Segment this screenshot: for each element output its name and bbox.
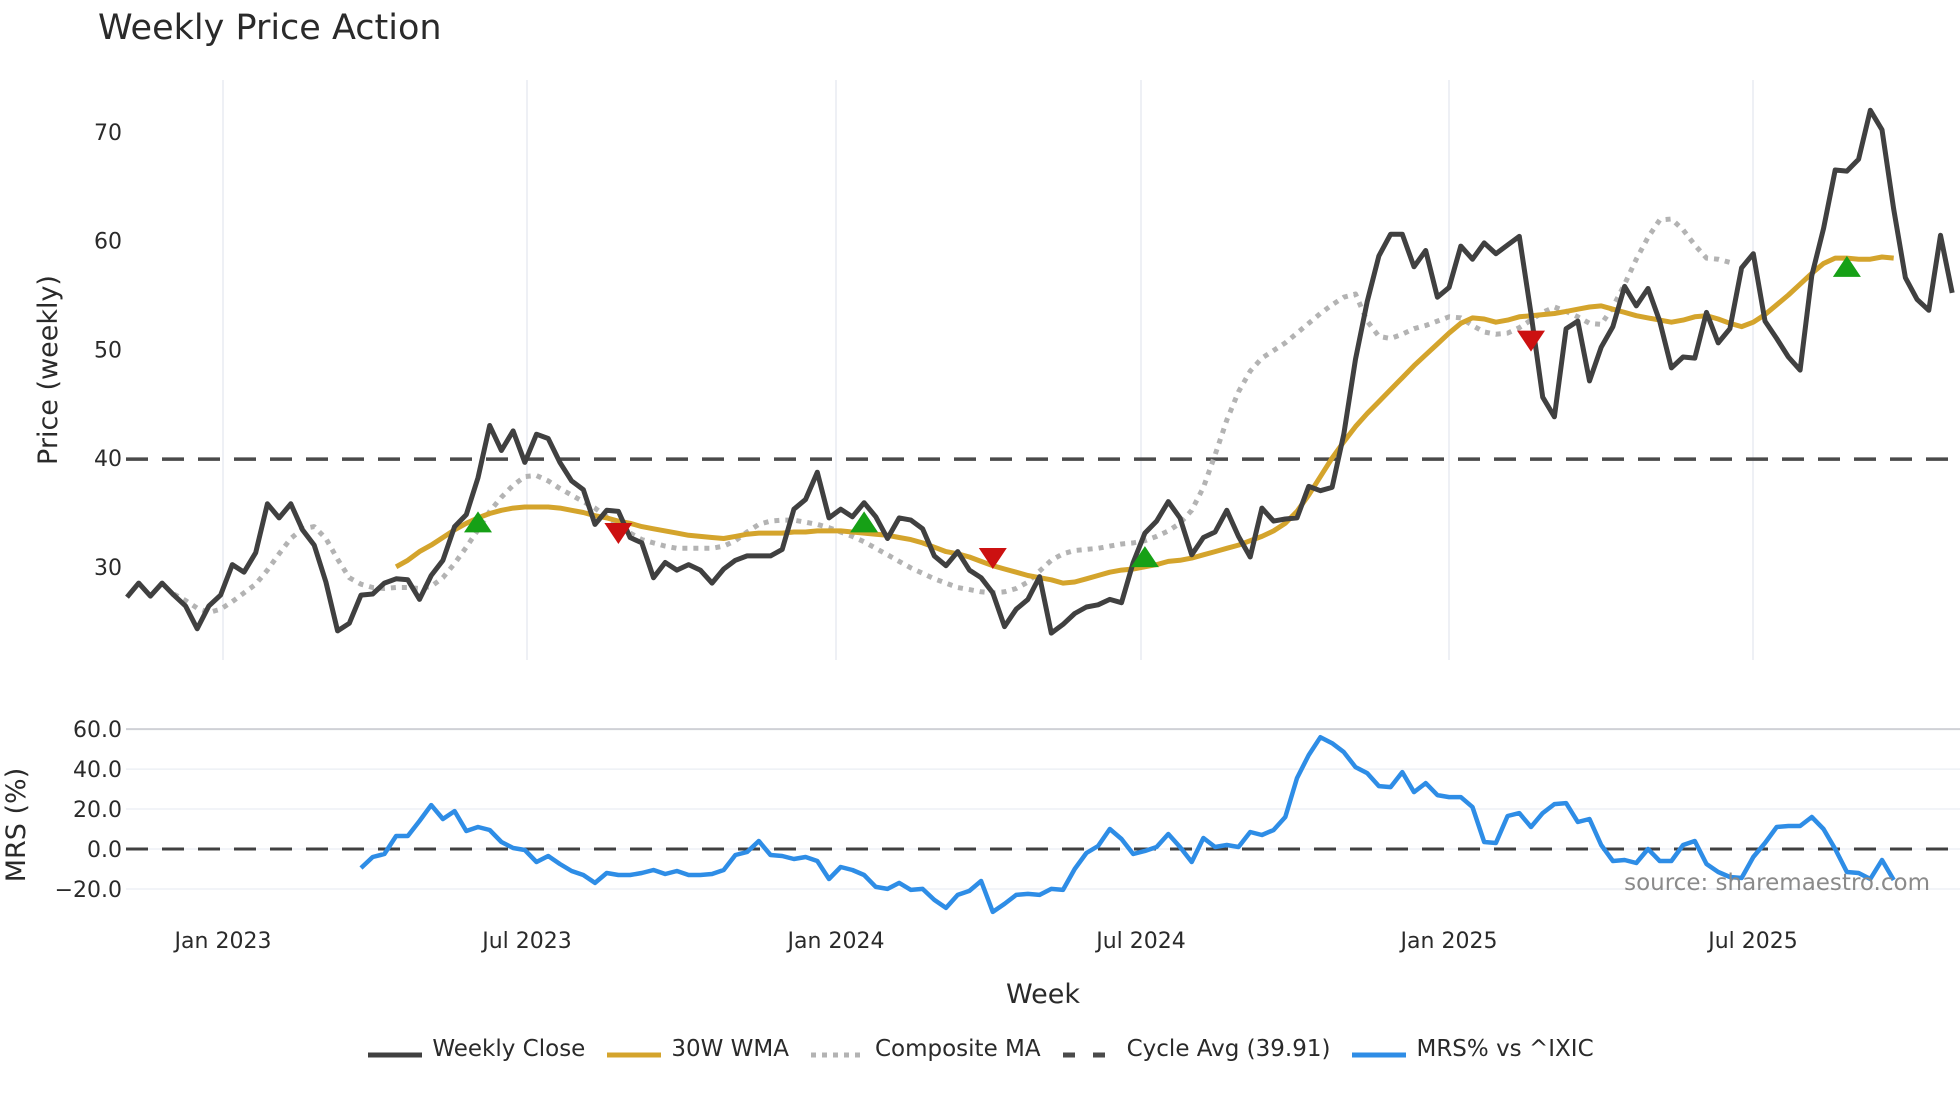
legend-swatch-icon — [366, 1042, 424, 1058]
mrs-tick-label: 0.0 — [87, 838, 122, 863]
price-axis-title: Price (weekly) — [33, 275, 64, 465]
price-axis-ticks: 30 40 50 60 70 — [94, 121, 122, 581]
legend-swatch-icon — [1061, 1042, 1119, 1058]
mrs-axis-ticks: 60.0 40.0 20.0 0.0 −20.0 — [55, 718, 122, 903]
x-tick-label: Jan 2024 — [786, 929, 885, 954]
mrs-tick-label: −20.0 — [55, 878, 122, 903]
mrs-tick-label: 20.0 — [73, 798, 122, 823]
source-watermark: source: sharemaestro.com — [1624, 870, 1930, 896]
price-tick-label: 40 — [94, 447, 122, 472]
buy-signal-triangle-up-icon — [850, 511, 879, 533]
buy-signal-triangle-up-icon — [1130, 546, 1159, 568]
price-tick-label: 60 — [94, 230, 122, 255]
sell-signal-triangle-down-icon — [604, 523, 633, 545]
mrs-panel-gridlines — [126, 728, 1960, 890]
x-tick-label: Jan 2025 — [1399, 929, 1498, 954]
legend-item[interactable]: Weekly Close — [366, 1036, 585, 1062]
legend-label: Weekly Close — [432, 1036, 586, 1062]
x-tick-label: Jul 2024 — [1094, 929, 1186, 954]
signal-markers — [464, 255, 1861, 570]
legend-item[interactable]: Cycle Avg (39.91) — [1061, 1036, 1331, 1062]
buy-signal-triangle-up-icon — [464, 511, 492, 533]
buy-signal-triangle-up-icon — [1832, 255, 1861, 277]
x-tick-label: Jul 2023 — [480, 929, 572, 954]
legend-swatch-icon — [1350, 1042, 1408, 1058]
legend-label: 30W WMA — [671, 1036, 789, 1062]
chart-title: Weekly Price Action — [98, 8, 442, 48]
x-axis-title: Week — [1006, 979, 1080, 1010]
legend-item[interactable]: 30W WMA — [605, 1036, 789, 1062]
legend-swatch-icon — [809, 1042, 867, 1058]
sell-signal-triangle-down-icon — [978, 548, 1007, 570]
mrs-axis-title: MRS (%) — [1, 768, 32, 883]
price-series — [125, 107, 1960, 636]
mrs-line — [359, 734, 1896, 915]
price-tick-label: 30 — [94, 556, 122, 581]
legend-label: Cycle Avg (39.91) — [1126, 1036, 1331, 1062]
legend-item[interactable]: MRS% vs ^IXIC — [1350, 1036, 1594, 1062]
weekly-close-line — [125, 107, 1955, 636]
x-tick-label: Jul 2025 — [1706, 929, 1798, 954]
price-tick-label: 70 — [94, 121, 122, 146]
legend-label: Composite MA — [874, 1036, 1041, 1062]
legend: Weekly Close 30W WMA Composite MA Cycle Avg… — [0, 1036, 1960, 1062]
mrs-series — [126, 734, 1960, 915]
main-panel-gridlines — [222, 80, 1754, 660]
legend-label: MRS% vs ^IXIC — [1416, 1036, 1594, 1062]
mrs-tick-label: 60.0 — [73, 718, 122, 743]
x-axis-ticks: Jan 2023 Jul 2023 Jan 2024 Jul 2024 Jan 2025… — [173, 929, 1798, 954]
legend-item[interactable]: Composite MA — [809, 1036, 1041, 1062]
sell-signal-triangle-down-icon — [1517, 330, 1545, 352]
composite-ma-line — [172, 216, 1731, 615]
price-tick-label: 50 — [94, 338, 122, 363]
x-tick-label: Jan 2023 — [173, 929, 272, 954]
legend-swatch-icon — [605, 1042, 663, 1058]
mrs-tick-label: 40.0 — [73, 758, 122, 783]
